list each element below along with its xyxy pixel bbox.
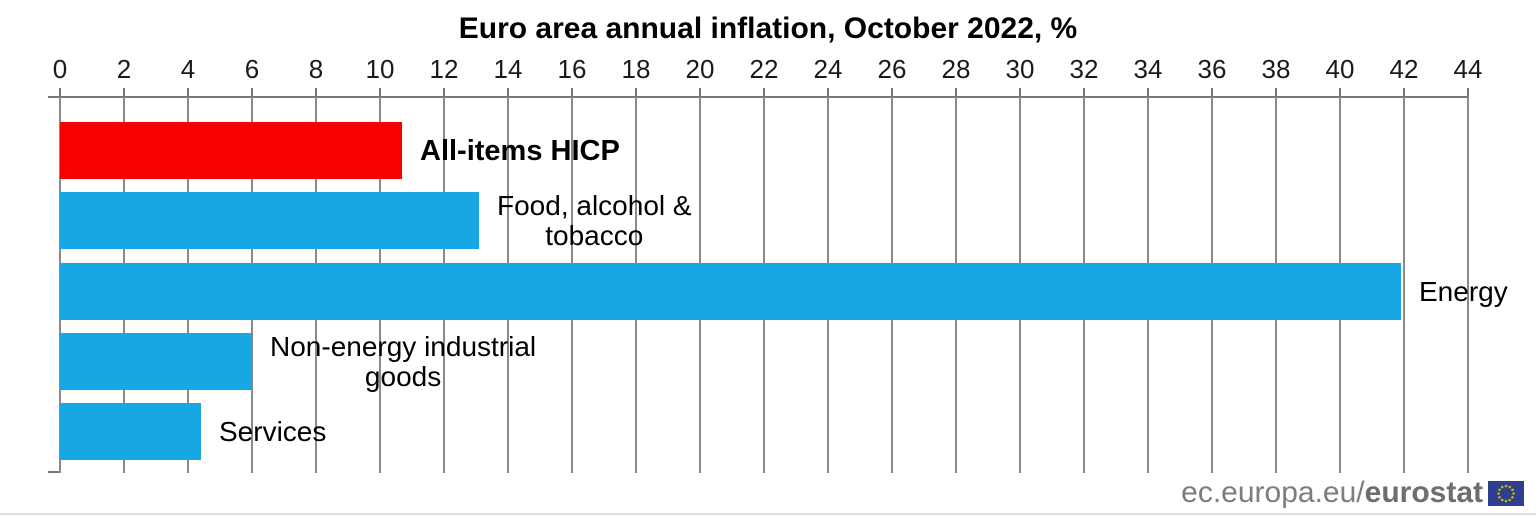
bar-all-items-hicp bbox=[60, 122, 402, 179]
tick-label-8: 8 bbox=[308, 54, 324, 84]
axis-bottom-foot bbox=[48, 471, 61, 473]
bar-food-alcohol-tobacco bbox=[60, 192, 479, 249]
bar-non-energy-industrial-goods bbox=[60, 333, 252, 390]
tick-mark-12 bbox=[443, 88, 445, 104]
tick-label-42: 42 bbox=[1389, 54, 1419, 84]
tick-label-30: 30 bbox=[1005, 54, 1035, 84]
tick-label-36: 36 bbox=[1197, 54, 1227, 84]
tick-label-32: 32 bbox=[1069, 54, 1099, 84]
tick-label-22: 22 bbox=[749, 54, 779, 84]
tick-label-0: 0 bbox=[52, 54, 68, 84]
tick-mark-34 bbox=[1147, 88, 1149, 104]
bar-label-non-energy-industrial-goods: Non-energy industrial goods bbox=[270, 331, 537, 392]
bar-label-all-items-hicp: All-items HICP bbox=[420, 135, 620, 167]
tick-mark-26 bbox=[891, 88, 893, 104]
footer: ec.europa.eu/eurostat bbox=[1181, 476, 1524, 510]
tick-mark-40 bbox=[1339, 88, 1341, 104]
tick-label-6: 6 bbox=[244, 54, 260, 84]
tick-label-44: 44 bbox=[1453, 54, 1483, 84]
bottom-rule bbox=[0, 513, 1536, 515]
tick-mark-2 bbox=[123, 88, 125, 104]
bar-services bbox=[60, 403, 201, 460]
tick-mark-32 bbox=[1083, 88, 1085, 104]
gridline-42 bbox=[1403, 97, 1405, 473]
tick-label-18: 18 bbox=[621, 54, 651, 84]
tick-label-10: 10 bbox=[365, 54, 395, 84]
tick-mark-8 bbox=[315, 88, 317, 104]
tick-mark-28 bbox=[955, 88, 957, 104]
tick-mark-38 bbox=[1275, 88, 1277, 104]
tick-label-2: 2 bbox=[116, 54, 132, 84]
tick-label-20: 20 bbox=[685, 54, 715, 84]
eu-flag-icon bbox=[1488, 480, 1524, 506]
gridline-44 bbox=[1467, 97, 1469, 473]
tick-mark-18 bbox=[635, 88, 637, 104]
tick-mark-44 bbox=[1467, 88, 1469, 104]
tick-label-28: 28 bbox=[941, 54, 971, 84]
top-axis-line bbox=[48, 96, 1469, 98]
tick-label-24: 24 bbox=[813, 54, 843, 84]
tick-mark-16 bbox=[571, 88, 573, 104]
tick-mark-20 bbox=[699, 88, 701, 104]
tick-label-12: 12 bbox=[429, 54, 459, 84]
tick-label-38: 38 bbox=[1261, 54, 1291, 84]
eurostat-wordmark: eurostat bbox=[1364, 476, 1483, 509]
tick-mark-22 bbox=[763, 88, 765, 104]
tick-mark-42 bbox=[1403, 88, 1405, 104]
tick-mark-36 bbox=[1211, 88, 1213, 104]
tick-mark-6 bbox=[251, 88, 253, 104]
tick-mark-30 bbox=[1019, 88, 1021, 104]
tick-mark-24 bbox=[827, 88, 829, 104]
tick-label-14: 14 bbox=[493, 54, 523, 84]
tick-mark-0 bbox=[59, 88, 61, 104]
tick-label-16: 16 bbox=[557, 54, 587, 84]
footer-url: ec.europa.eu/eurostat bbox=[1181, 476, 1483, 510]
tick-mark-14 bbox=[507, 88, 509, 104]
tick-label-26: 26 bbox=[877, 54, 907, 84]
bar-energy bbox=[60, 263, 1401, 320]
tick-label-4: 4 bbox=[180, 54, 196, 84]
tick-label-34: 34 bbox=[1133, 54, 1163, 84]
bar-label-energy: Energy bbox=[1419, 276, 1508, 307]
tick-label-40: 40 bbox=[1325, 54, 1355, 84]
tick-mark-4 bbox=[187, 88, 189, 104]
tick-mark-10 bbox=[379, 88, 381, 104]
footer-url-regular: ec.europa.eu/ bbox=[1181, 476, 1365, 509]
bar-label-food-alcohol-tobacco: Food, alcohol & tobacco bbox=[497, 190, 692, 251]
bar-label-services: Services bbox=[219, 416, 327, 447]
chart-title: Euro area annual inflation, October 2022… bbox=[458, 12, 1078, 45]
plot-area: All-items HICP Food, alcohol & tobacco Ene… bbox=[59, 97, 1508, 473]
